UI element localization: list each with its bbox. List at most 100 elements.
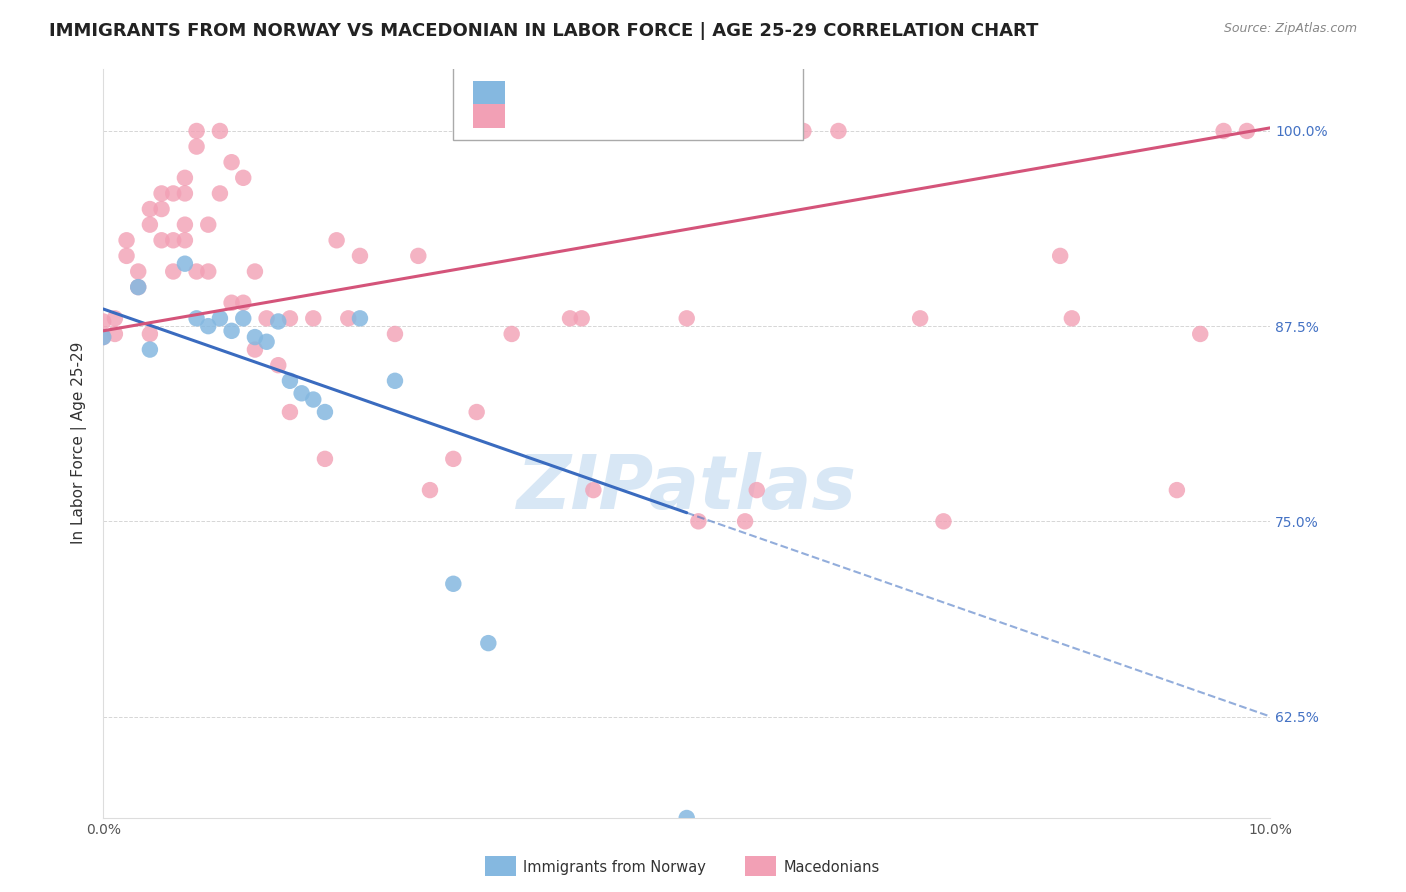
Point xyxy=(91,314,114,328)
Point xyxy=(337,311,360,326)
Point xyxy=(127,280,149,294)
Point xyxy=(243,343,266,357)
Point xyxy=(150,186,173,201)
Point xyxy=(221,155,243,169)
Point xyxy=(349,249,371,263)
Point xyxy=(197,319,219,334)
Point xyxy=(278,405,301,419)
Point xyxy=(115,233,138,247)
Text: Macedonians: Macedonians xyxy=(783,860,879,874)
Point xyxy=(162,264,184,278)
Point xyxy=(243,264,266,278)
Point xyxy=(441,576,464,591)
Point xyxy=(571,311,593,326)
Text: 67: 67 xyxy=(690,108,713,127)
Text: 21: 21 xyxy=(690,84,713,103)
Point xyxy=(1049,249,1071,263)
Point xyxy=(127,280,149,294)
Point xyxy=(419,483,441,497)
FancyBboxPatch shape xyxy=(474,104,505,128)
Text: IMMIGRANTS FROM NORWAY VS MACEDONIAN IN LABOR FORCE | AGE 25-29 CORRELATION CHAR: IMMIGRANTS FROM NORWAY VS MACEDONIAN IN … xyxy=(49,22,1039,40)
FancyBboxPatch shape xyxy=(474,80,505,104)
Point xyxy=(174,233,197,247)
Text: N =: N = xyxy=(645,84,683,103)
Text: Source: ZipAtlas.com: Source: ZipAtlas.com xyxy=(1223,22,1357,36)
Point xyxy=(745,483,768,497)
Point xyxy=(104,326,127,341)
Point xyxy=(675,311,697,326)
Point xyxy=(1189,326,1212,341)
Point xyxy=(208,311,231,326)
Point xyxy=(688,514,710,528)
Point xyxy=(302,311,325,326)
Point xyxy=(932,514,955,528)
Point xyxy=(162,186,184,201)
Point xyxy=(1236,124,1258,138)
Point xyxy=(558,311,581,326)
Point xyxy=(827,124,849,138)
Point xyxy=(278,311,301,326)
Point xyxy=(174,170,197,185)
Point xyxy=(465,405,488,419)
Point xyxy=(139,218,162,232)
Point xyxy=(256,334,278,349)
Point xyxy=(186,139,208,153)
Point xyxy=(408,249,430,263)
Y-axis label: In Labor Force | Age 25-29: In Labor Force | Age 25-29 xyxy=(72,342,87,544)
Point xyxy=(139,343,162,357)
Text: 0.370: 0.370 xyxy=(558,108,612,127)
Point xyxy=(734,514,756,528)
Point xyxy=(186,311,208,326)
Point xyxy=(349,311,371,326)
Point xyxy=(302,392,325,407)
Point xyxy=(197,218,219,232)
Point xyxy=(197,264,219,278)
Point xyxy=(221,295,243,310)
Point xyxy=(104,311,127,326)
Point xyxy=(1212,124,1234,138)
Text: Immigrants from Norway: Immigrants from Norway xyxy=(523,860,706,874)
Point xyxy=(501,326,523,341)
Point xyxy=(291,386,314,401)
Point xyxy=(477,636,499,650)
Point xyxy=(675,811,697,825)
Point xyxy=(314,405,336,419)
Point xyxy=(186,264,208,278)
Point xyxy=(267,358,290,372)
Point xyxy=(908,311,931,326)
Point xyxy=(278,374,301,388)
Point xyxy=(91,330,114,344)
Text: R =: R = xyxy=(512,108,548,127)
Text: -0.241: -0.241 xyxy=(558,84,617,103)
Point xyxy=(139,326,162,341)
Point xyxy=(243,330,266,344)
Point xyxy=(256,311,278,326)
Point xyxy=(267,314,290,328)
Point xyxy=(441,451,464,466)
Point xyxy=(792,124,814,138)
Point xyxy=(384,374,406,388)
Point xyxy=(139,202,162,216)
Point xyxy=(91,330,114,344)
Point xyxy=(232,295,254,310)
Point xyxy=(127,264,149,278)
FancyBboxPatch shape xyxy=(453,63,803,140)
Point xyxy=(1166,483,1188,497)
Point xyxy=(325,233,347,247)
Point xyxy=(582,483,605,497)
Point xyxy=(221,324,243,338)
Point xyxy=(150,233,173,247)
Point xyxy=(174,186,197,201)
Point xyxy=(314,451,336,466)
Point xyxy=(1060,311,1083,326)
Point xyxy=(208,124,231,138)
Point xyxy=(115,249,138,263)
Point xyxy=(150,202,173,216)
Point xyxy=(162,233,184,247)
Point xyxy=(208,186,231,201)
Point xyxy=(384,326,406,341)
Point xyxy=(174,257,197,271)
Point xyxy=(174,218,197,232)
Text: ZIPatlas: ZIPatlas xyxy=(517,451,856,524)
Text: N =: N = xyxy=(645,108,683,127)
